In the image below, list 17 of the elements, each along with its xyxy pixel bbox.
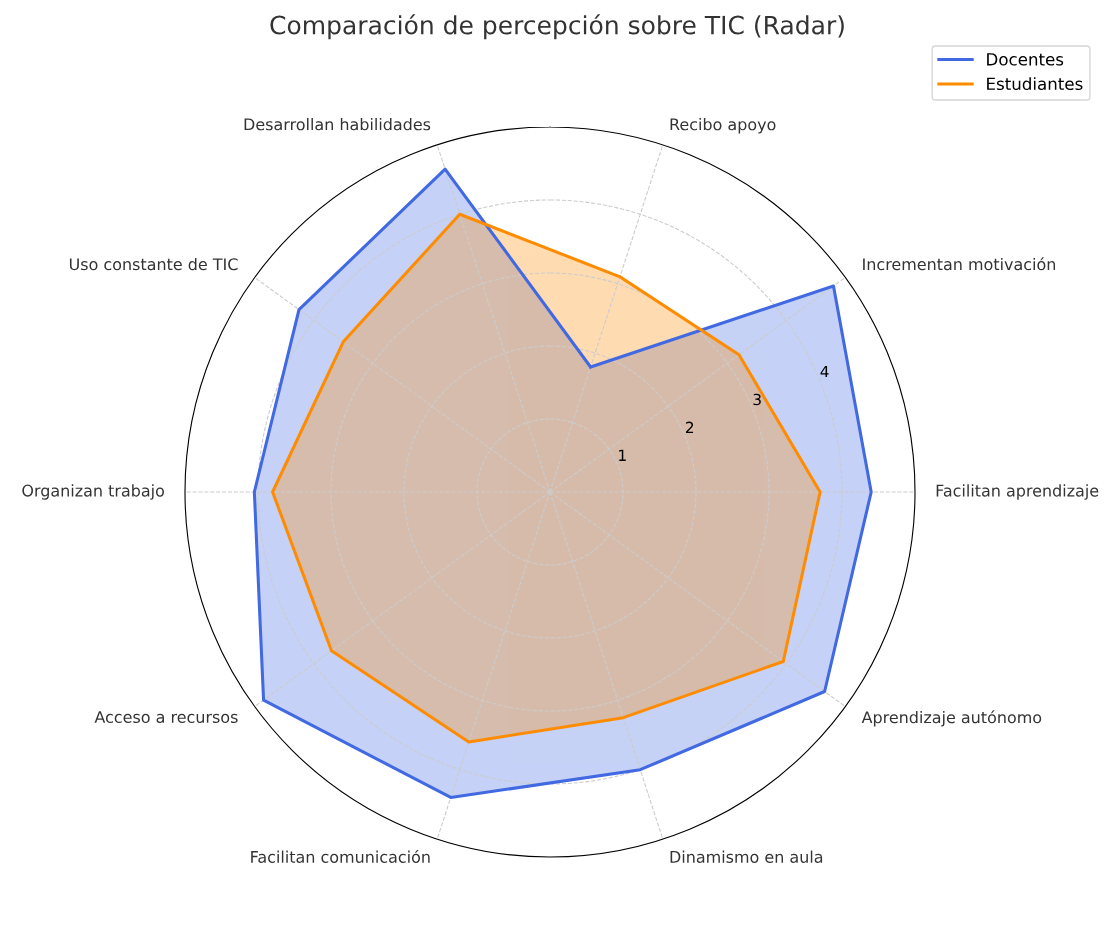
y-tick-label: 1 (619, 449, 626, 461)
spoke-label: Acceso a recursos (94, 711, 238, 724)
spoke-label: Uso constante de TIC (69, 257, 238, 271)
y-tick-label: 2 (686, 421, 694, 433)
y-tick-label: 3 (753, 393, 761, 406)
legend-label: Estudiantes (987, 77, 1083, 91)
spoke-label: Aprendizaje autónomo (861, 710, 1042, 727)
spoke-label: Recibo apoyo (670, 117, 776, 134)
spoke-label: Dinamismo en aula (670, 850, 823, 863)
spoke-label: Desarrollan habilidades (244, 117, 431, 131)
spoke-label: Incrementan motivación (863, 257, 1056, 271)
spoke-label: Facilitan comunicación (251, 849, 430, 863)
y-tick-label: 4 (820, 365, 829, 378)
spoke-label: Organizan trabajo (22, 484, 164, 500)
chart-title: Comparación de percepción sobre TIC (Radar) (270, 14, 844, 40)
legend-label: Docentes (987, 53, 1064, 66)
spoke-label: Facilitan aprendizaje (936, 484, 1099, 500)
